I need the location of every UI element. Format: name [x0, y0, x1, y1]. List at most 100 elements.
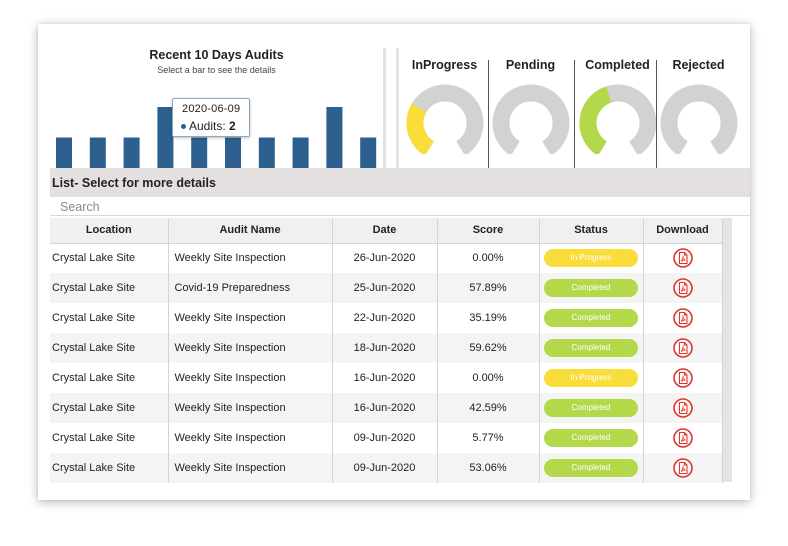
table-row[interactable]: Crystal Lake Site Weekly Site Inspection 1…	[50, 393, 723, 423]
column-header-download[interactable]: Download	[643, 218, 723, 244]
gauge-inprogress[interactable]: InProgress 14	[402, 48, 487, 186]
chart-bar[interactable]	[326, 107, 343, 168]
chart-bar[interactable]	[191, 137, 208, 169]
chart-bar[interactable]	[89, 137, 106, 169]
chart-bar[interactable]	[157, 107, 174, 168]
pdf-file-icon[interactable]	[672, 458, 693, 478]
cell-location: Crystal Lake Site	[50, 423, 169, 453]
cell-audit-name: Weekly Site Inspection	[168, 333, 333, 363]
pdf-file-icon[interactable]	[672, 428, 693, 448]
pdf-file-icon[interactable]	[672, 398, 693, 418]
cell-download	[643, 423, 723, 453]
cell-download	[643, 273, 723, 303]
chart-tooltip: 2020-06-09 Audits: 2	[172, 98, 250, 137]
table-header-row: Location Audit Name Date Score Status Do…	[50, 218, 723, 244]
status-badge: Completed	[544, 339, 638, 357]
chart-bar[interactable]	[292, 137, 309, 169]
status-badge: Completed	[544, 429, 638, 447]
column-header-location[interactable]: Location	[50, 218, 169, 244]
status-badge: Completed	[544, 309, 638, 327]
cell-audit-name: Weekly Site Inspection	[168, 393, 333, 423]
cell-score: 35.19%	[437, 303, 540, 333]
gauge-pending[interactable]: Pending 0	[488, 48, 573, 186]
tooltip-series-dot	[181, 124, 186, 130]
gauge-label: Completed	[585, 58, 650, 72]
gauge-label: InProgress	[411, 58, 478, 72]
chart-bar[interactable]	[258, 137, 275, 169]
cell-location: Crystal Lake Site	[50, 303, 169, 333]
column-header-score[interactable]: Score	[437, 218, 540, 244]
gauge-dial	[579, 84, 657, 154]
gauge-label: Rejected	[672, 58, 725, 72]
recent-audits-chart: Recent 10 Days Audits Select a bar to se…	[50, 48, 386, 189]
pdf-file-icon[interactable]	[672, 308, 693, 328]
gauge-rejected[interactable]: Rejected 0	[656, 48, 741, 186]
pdf-file-icon[interactable]	[672, 338, 693, 358]
gauge-dial	[660, 84, 738, 154]
cell-audit-name: Weekly Site Inspection	[168, 243, 333, 273]
cell-download	[643, 303, 723, 333]
cell-download	[643, 333, 723, 363]
cell-status: Completed	[539, 303, 644, 333]
tooltip-row: Audits: 2	[181, 119, 236, 133]
cell-date: 09-Jun-2020	[332, 423, 438, 453]
table-row[interactable]: Crystal Lake Site Covid-19 Preparedness 25…	[50, 273, 723, 303]
gauge-divider	[574, 60, 575, 170]
cell-date: 16-Jun-2020	[332, 363, 438, 393]
table-row[interactable]: Crystal Lake Site Weekly Site Inspection 0…	[50, 453, 723, 483]
table-scrollbar[interactable]	[722, 218, 732, 482]
chart-bar[interactable]	[123, 137, 140, 169]
cell-date: 09-Jun-2020	[332, 453, 438, 483]
chart-bar[interactable]	[56, 137, 72, 169]
cell-score: 0.00%	[437, 363, 540, 393]
dashboard-card: Recent 10 Days Audits Select a bar to se…	[38, 24, 750, 500]
status-gauges-panel: InProgress 14 Pending 0 Completed 21 Rej…	[396, 48, 738, 189]
cell-status: Completed	[539, 393, 644, 423]
status-badge: In Progress	[544, 249, 638, 268]
gauge-divider	[656, 60, 657, 170]
table-row[interactable]: Crystal Lake Site Weekly Site Inspection 2…	[50, 303, 723, 333]
pdf-file-icon[interactable]	[672, 368, 693, 388]
chart-bar[interactable]	[225, 137, 241, 169]
table-row[interactable]: Crystal Lake Site Weekly Site Inspection 0…	[50, 423, 723, 453]
table-row[interactable]: Crystal Lake Site Weekly Site Inspection 1…	[50, 363, 723, 393]
cell-status: Completed	[539, 453, 644, 483]
column-header-audit-name[interactable]: Audit Name	[168, 218, 333, 244]
gauge-dial	[492, 84, 570, 154]
table-row[interactable]: Crystal Lake Site Weekly Site Inspection 2…	[50, 243, 723, 273]
cell-status: Completed	[539, 333, 644, 363]
gauge-completed[interactable]: Completed 21	[575, 48, 660, 186]
search-input[interactable]	[50, 197, 750, 216]
cell-status: Completed	[539, 423, 644, 453]
status-badge: Completed	[544, 399, 638, 417]
chart-title: Recent 10 Days Audits	[149, 48, 284, 62]
tooltip-label: Audits:	[189, 119, 226, 133]
cell-score: 59.62%	[437, 333, 540, 363]
cell-date: 18-Jun-2020	[332, 333, 438, 363]
cell-status: Completed	[539, 273, 644, 303]
column-header-status[interactable]: Status	[539, 218, 644, 244]
gauge-label: Pending	[505, 58, 556, 72]
cell-download	[643, 453, 723, 483]
cell-status: In Progress	[539, 243, 644, 273]
cell-date: 26-Jun-2020	[332, 243, 438, 273]
cell-audit-name: Weekly Site Inspection	[168, 453, 333, 483]
cell-download	[643, 243, 723, 273]
gauge-track	[492, 84, 570, 154]
cell-location: Crystal Lake Site	[50, 333, 169, 363]
audits-table: Location Audit Name Date Score Status Do…	[50, 218, 723, 483]
cell-score: 53.06%	[437, 453, 540, 483]
chart-bar[interactable]	[360, 137, 377, 169]
column-header-date[interactable]: Date	[332, 218, 438, 244]
pdf-file-icon[interactable]	[672, 278, 693, 298]
gauge-dial	[406, 84, 484, 154]
status-badge: In Progress	[544, 369, 638, 387]
cell-location: Crystal Lake Site	[50, 243, 169, 273]
cell-score: 42.59%	[437, 393, 540, 423]
tooltip-date: 2020-06-09	[182, 103, 241, 115]
cell-score: 5.77%	[437, 423, 540, 453]
pdf-file-icon[interactable]	[672, 248, 693, 269]
table-row[interactable]: Crystal Lake Site Weekly Site Inspection 1…	[50, 333, 723, 363]
status-badge: Completed	[544, 279, 638, 297]
cell-score: 57.89%	[437, 273, 540, 303]
